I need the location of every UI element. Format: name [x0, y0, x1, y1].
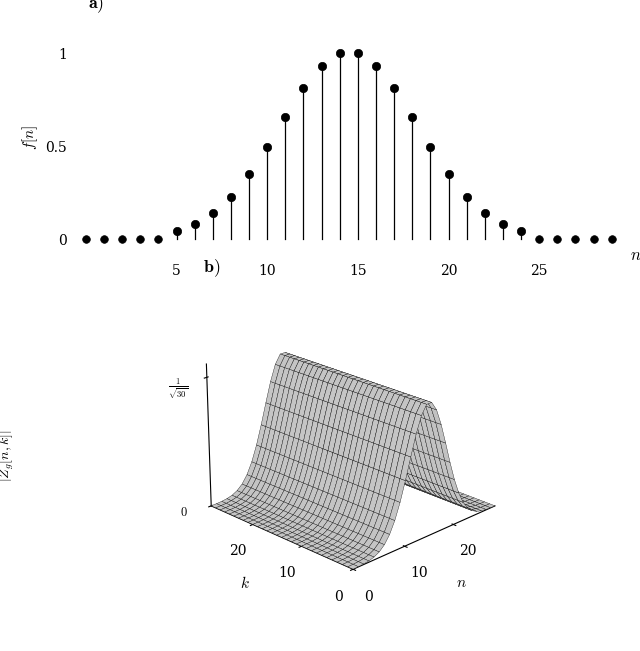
Text: $|Z_g[n, k]|$: $|Z_g[n, k]|$: [0, 430, 15, 482]
X-axis label: $n$: $n$: [456, 576, 467, 590]
Y-axis label: $k$: $k$: [240, 575, 250, 591]
Text: $\mathbf{b)}$: $\mathbf{b)}$: [203, 257, 220, 279]
Text: $n$: $n$: [630, 247, 640, 264]
Text: $\mathbf{a)}$: $\mathbf{a)}$: [88, 0, 104, 15]
Y-axis label: $f[n]$: $f[n]$: [20, 124, 40, 150]
